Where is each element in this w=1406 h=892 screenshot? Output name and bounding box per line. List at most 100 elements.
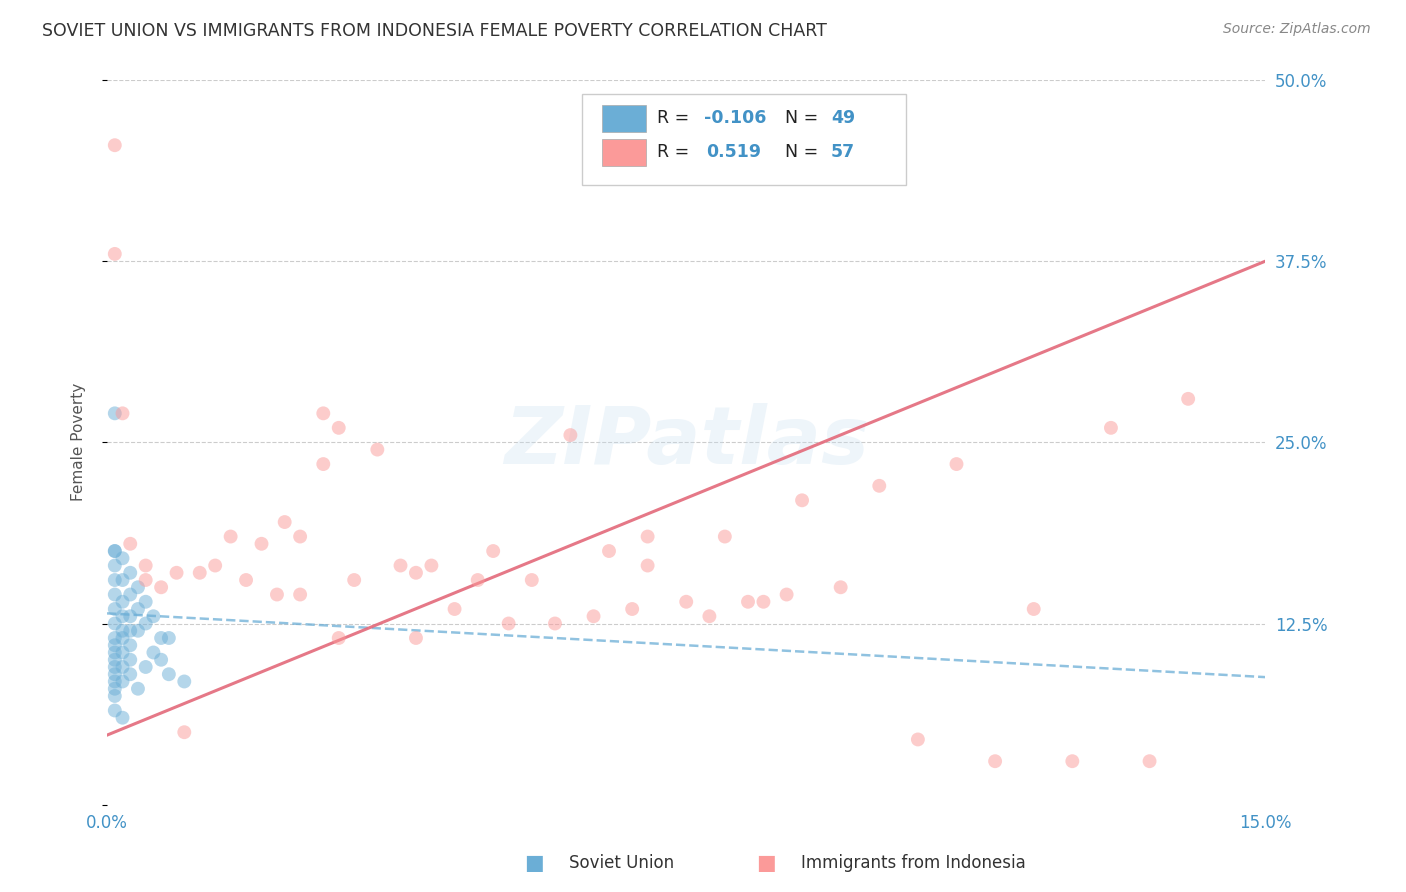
Point	[120, 624, 142, 638]
Text: Source: ZipAtlas.com: Source: ZipAtlas.com	[1223, 22, 1371, 37]
Point	[288, 530, 311, 544]
Text: N =: N =	[785, 110, 824, 128]
Point	[1139, 754, 1161, 768]
Point	[560, 428, 582, 442]
Point	[104, 667, 127, 681]
Point	[104, 544, 127, 558]
Point	[135, 558, 157, 573]
Point	[868, 479, 890, 493]
Point	[127, 624, 149, 638]
Point	[150, 580, 173, 594]
Text: ■: ■	[756, 853, 776, 872]
Point	[127, 681, 149, 696]
Point	[120, 537, 142, 551]
Point	[111, 406, 134, 420]
Point	[135, 660, 157, 674]
Point	[443, 602, 465, 616]
Point	[775, 587, 797, 601]
Point	[111, 573, 134, 587]
Y-axis label: Female Poverty: Female Poverty	[72, 384, 86, 501]
Point	[104, 616, 127, 631]
Point	[312, 457, 335, 471]
Point	[111, 674, 134, 689]
Point	[157, 667, 180, 681]
Point	[104, 406, 127, 420]
Point	[945, 457, 967, 471]
Point	[104, 138, 127, 153]
Point	[328, 421, 350, 435]
Point	[235, 573, 257, 587]
Point	[1062, 754, 1084, 768]
Text: 49: 49	[831, 110, 855, 128]
Point	[675, 595, 697, 609]
Text: -0.106: -0.106	[703, 110, 766, 128]
Point	[288, 587, 311, 601]
Point	[1099, 421, 1122, 435]
Point	[150, 653, 173, 667]
Text: Soviet Union: Soviet Union	[569, 854, 675, 871]
Point	[621, 602, 644, 616]
Point	[135, 573, 157, 587]
Point	[204, 558, 226, 573]
Point	[120, 667, 142, 681]
Point	[737, 595, 759, 609]
Point	[142, 645, 165, 659]
Point	[273, 515, 295, 529]
Text: 57: 57	[831, 144, 855, 161]
Point	[104, 631, 127, 645]
Point	[1177, 392, 1199, 406]
Point	[907, 732, 929, 747]
Point	[699, 609, 721, 624]
Point	[120, 566, 142, 580]
Point	[104, 653, 127, 667]
Point	[188, 566, 211, 580]
Point	[366, 442, 388, 457]
Point	[150, 631, 173, 645]
Point	[111, 660, 134, 674]
Point	[111, 595, 134, 609]
Point	[111, 609, 134, 624]
Point	[498, 616, 520, 631]
Point	[467, 573, 489, 587]
Point	[637, 530, 659, 544]
Point	[127, 580, 149, 594]
Point	[104, 544, 127, 558]
Point	[598, 544, 620, 558]
Text: ZIPatlas: ZIPatlas	[503, 403, 869, 482]
Point	[111, 711, 134, 725]
Text: N =: N =	[785, 144, 824, 161]
Text: ■: ■	[524, 853, 544, 872]
Point	[482, 544, 505, 558]
Point	[219, 530, 242, 544]
Point	[104, 587, 127, 601]
Point	[790, 493, 813, 508]
Point	[984, 754, 1007, 768]
Point	[104, 638, 127, 652]
Point	[135, 595, 157, 609]
Point	[405, 631, 427, 645]
Text: 0.519: 0.519	[706, 144, 761, 161]
Point	[328, 631, 350, 645]
Point	[266, 587, 288, 601]
Point	[343, 573, 366, 587]
Bar	[602, 104, 645, 132]
Point	[173, 674, 195, 689]
Point	[104, 645, 127, 659]
Point	[111, 645, 134, 659]
Point	[135, 616, 157, 631]
Point	[389, 558, 412, 573]
Text: R =: R =	[657, 110, 695, 128]
Point	[312, 406, 335, 420]
Point	[142, 609, 165, 624]
Point	[157, 631, 180, 645]
FancyBboxPatch shape	[582, 95, 907, 185]
Point	[830, 580, 852, 594]
Point	[420, 558, 443, 573]
Point	[250, 537, 273, 551]
Point	[120, 653, 142, 667]
Point	[166, 566, 188, 580]
Point	[127, 602, 149, 616]
Point	[104, 674, 127, 689]
Point	[104, 602, 127, 616]
Point	[752, 595, 775, 609]
